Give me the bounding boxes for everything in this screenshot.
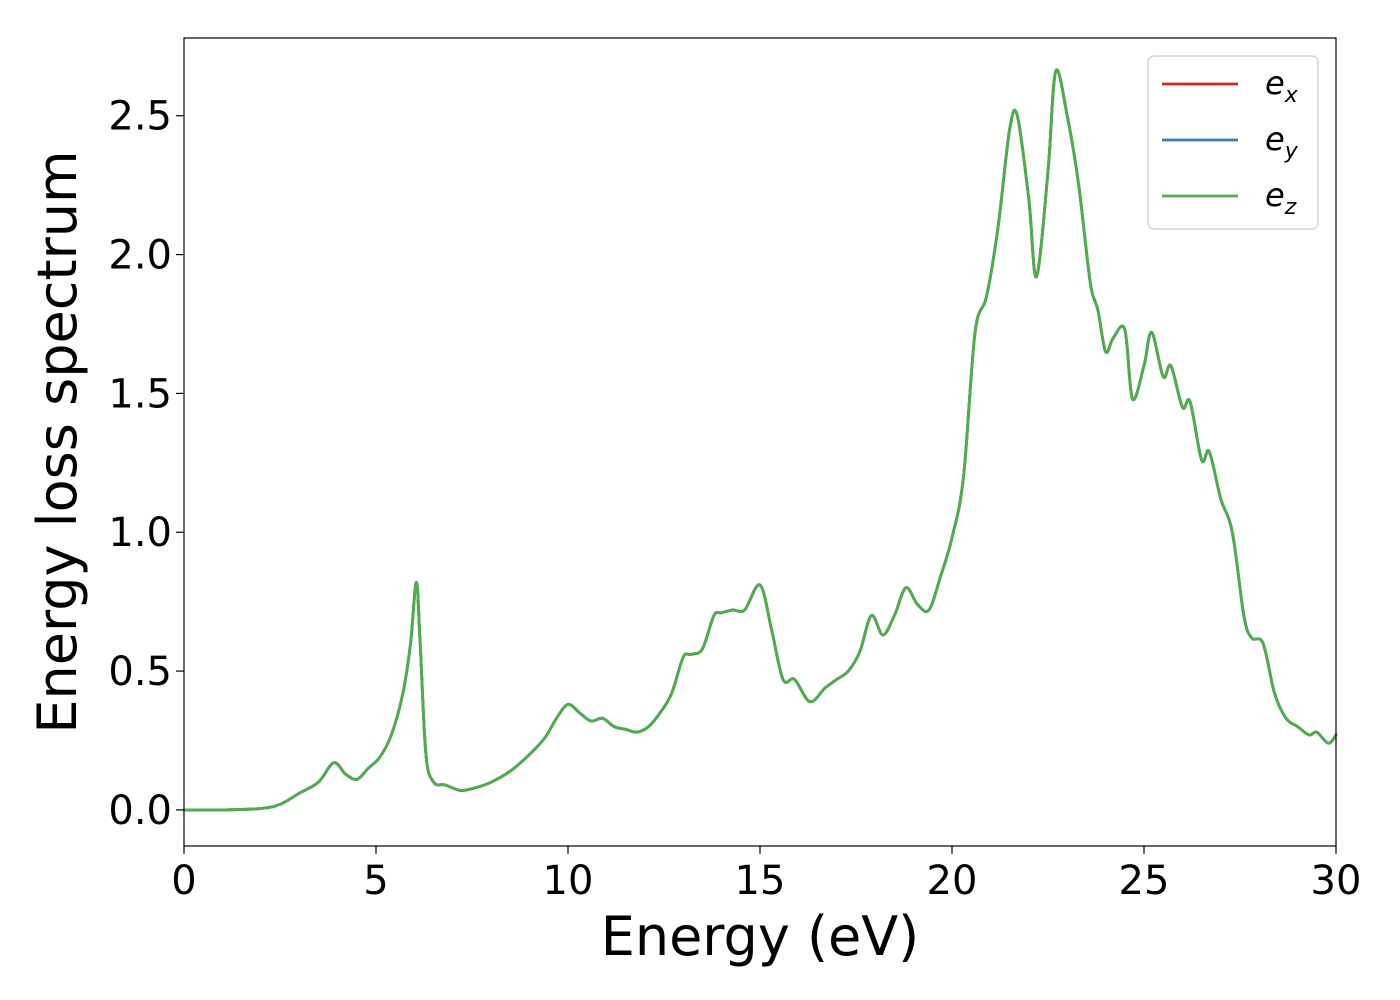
x-tick-label: 30	[1311, 858, 1362, 904]
x-tick-label: 20	[927, 858, 978, 904]
x-axis-label: Energy (eV)	[601, 905, 920, 968]
x-axis: 0 5 10 15 20 25 30	[171, 846, 1361, 904]
legend-label-e-x: ex	[1265, 64, 1299, 108]
series-layer	[182, 68, 1338, 812]
y-tick-label: 0.5	[108, 649, 172, 695]
x-tick-label: 10	[543, 858, 594, 904]
y-tick-label: 1.0	[108, 510, 172, 556]
y-axis: 0.0 0.5 1.0 1.5 2.0 2.5	[108, 94, 184, 834]
y-tick-label: 1.5	[108, 371, 172, 417]
legend-label-e-z: ez	[1265, 176, 1297, 220]
legend-box	[1147, 55, 1319, 230]
x-tick-label: 15	[735, 858, 786, 904]
series-line-e-z	[182, 68, 1338, 812]
x-tick-label: 5	[363, 858, 388, 904]
x-tick-label: 0	[171, 858, 196, 904]
y-tick-label: 0.0	[108, 788, 172, 834]
x-tick-label: 25	[1119, 858, 1170, 904]
y-tick-label: 2.5	[108, 94, 172, 140]
y-axis-label: Energy loss spectrum	[26, 150, 89, 733]
legend-label-e-y: ey	[1265, 120, 1299, 164]
y-tick-label: 2.0	[108, 233, 172, 279]
legend: ex ey ez	[1147, 55, 1319, 230]
plot-background	[184, 38, 1336, 846]
